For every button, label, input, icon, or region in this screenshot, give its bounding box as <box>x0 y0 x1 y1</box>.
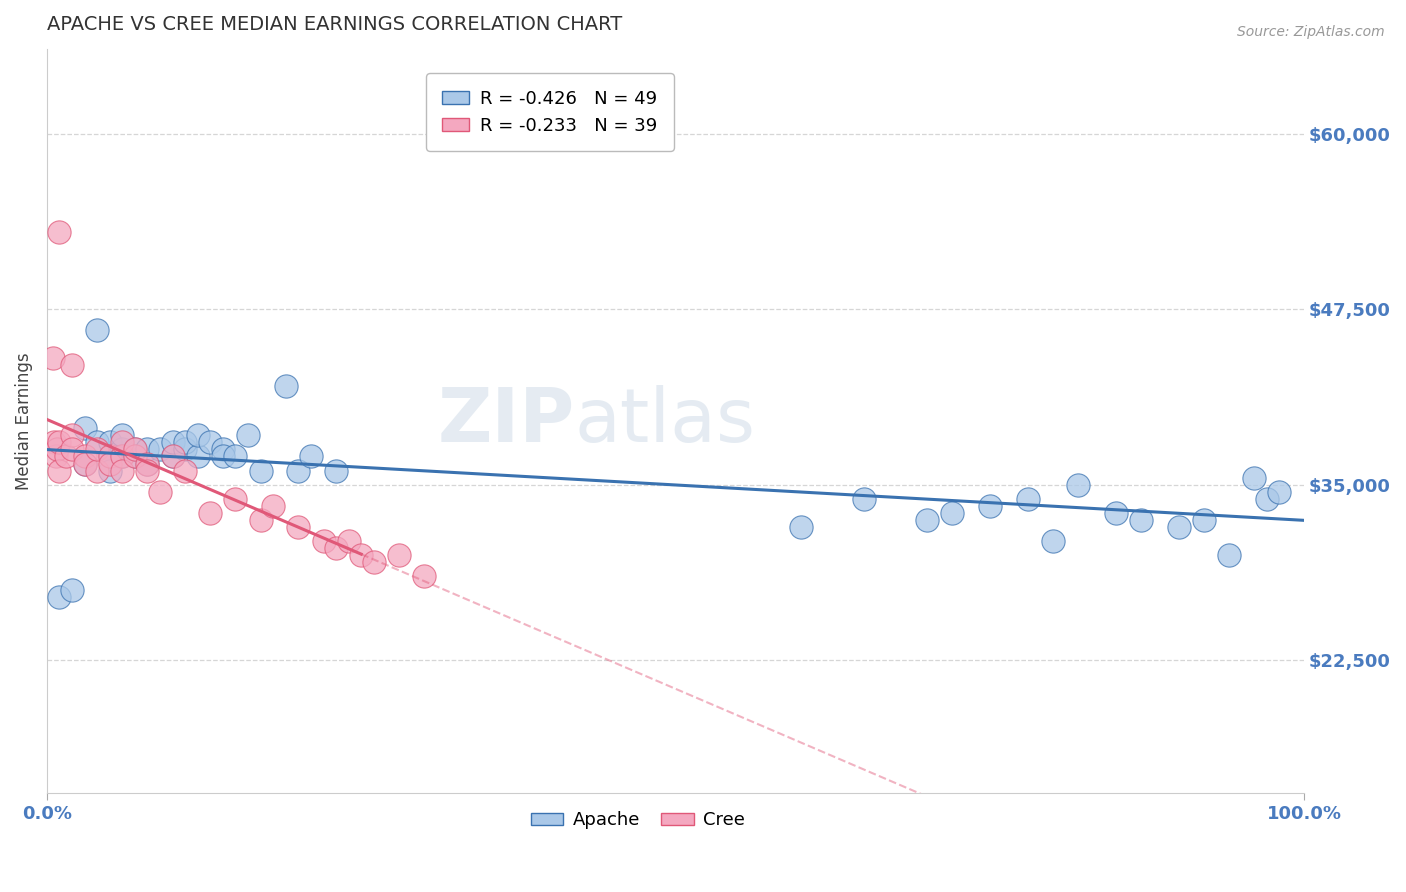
Point <box>60 428 83 442</box>
Point <box>337 533 360 548</box>
Point <box>187 428 209 442</box>
Point <box>915 513 938 527</box>
Point <box>46 442 69 457</box>
Point <box>86 442 108 457</box>
Point <box>48 590 70 604</box>
Point <box>44 435 66 450</box>
Point <box>136 457 159 471</box>
Point <box>979 499 1001 513</box>
Point <box>1192 513 1215 527</box>
Point <box>136 463 159 477</box>
Text: ZIP: ZIP <box>437 384 575 458</box>
Point <box>111 450 134 464</box>
Point <box>287 519 309 533</box>
Point <box>98 450 121 464</box>
Point <box>1268 484 1291 499</box>
Point <box>149 484 172 499</box>
Point <box>249 513 271 527</box>
Point <box>1104 506 1126 520</box>
Point <box>1218 548 1240 562</box>
Point <box>262 499 284 513</box>
Point <box>60 582 83 597</box>
Point <box>325 463 347 477</box>
Point <box>388 548 411 562</box>
Text: atlas: atlas <box>575 384 756 458</box>
Point <box>790 519 813 533</box>
Point <box>363 555 385 569</box>
Point <box>111 450 134 464</box>
Legend: Apache, Cree: Apache, Cree <box>523 804 752 837</box>
Point <box>162 450 184 464</box>
Point <box>45 450 67 464</box>
Point <box>224 491 246 506</box>
Point <box>98 457 121 471</box>
Point <box>48 435 70 450</box>
Point <box>224 450 246 464</box>
Point <box>174 463 197 477</box>
Point <box>941 506 963 520</box>
Point <box>1017 491 1039 506</box>
Point <box>212 442 235 457</box>
Point <box>312 533 335 548</box>
Point <box>73 450 96 464</box>
Point <box>73 421 96 435</box>
Point <box>98 435 121 450</box>
Point <box>98 450 121 464</box>
Point <box>136 442 159 457</box>
Point <box>55 450 77 464</box>
Point <box>200 435 222 450</box>
Point <box>174 442 197 457</box>
Point <box>73 457 96 471</box>
Point <box>1256 491 1278 506</box>
Text: Source: ZipAtlas.com: Source: ZipAtlas.com <box>1237 25 1385 39</box>
Point <box>111 428 134 442</box>
Point <box>73 457 96 471</box>
Point <box>299 450 322 464</box>
Point <box>111 463 134 477</box>
Point <box>149 442 172 457</box>
Point <box>200 506 222 520</box>
Point <box>287 463 309 477</box>
Point <box>1067 477 1090 491</box>
Point <box>86 323 108 337</box>
Point <box>1167 519 1189 533</box>
Point <box>136 457 159 471</box>
Point <box>111 442 134 457</box>
Y-axis label: Median Earnings: Median Earnings <box>15 352 32 491</box>
Point <box>124 450 146 464</box>
Point <box>98 463 121 477</box>
Point <box>1042 533 1064 548</box>
Point <box>124 450 146 464</box>
Point <box>274 379 297 393</box>
Point <box>187 450 209 464</box>
Point <box>86 463 108 477</box>
Point <box>86 435 108 450</box>
Point <box>325 541 347 555</box>
Point <box>212 450 235 464</box>
Point <box>853 491 876 506</box>
Point <box>162 450 184 464</box>
Point <box>162 435 184 450</box>
Point <box>60 442 83 457</box>
Point <box>413 569 436 583</box>
Point <box>111 435 134 450</box>
Point <box>48 225 70 239</box>
Point <box>124 442 146 457</box>
Point <box>42 351 65 366</box>
Text: APACHE VS CREE MEDIAN EARNINGS CORRELATION CHART: APACHE VS CREE MEDIAN EARNINGS CORRELATI… <box>46 15 621 34</box>
Point <box>1243 470 1265 484</box>
Point <box>249 463 271 477</box>
Point <box>174 435 197 450</box>
Point <box>236 428 259 442</box>
Point <box>350 548 373 562</box>
Point <box>1129 513 1152 527</box>
Point <box>48 463 70 477</box>
Point <box>60 358 83 372</box>
Point <box>124 442 146 457</box>
